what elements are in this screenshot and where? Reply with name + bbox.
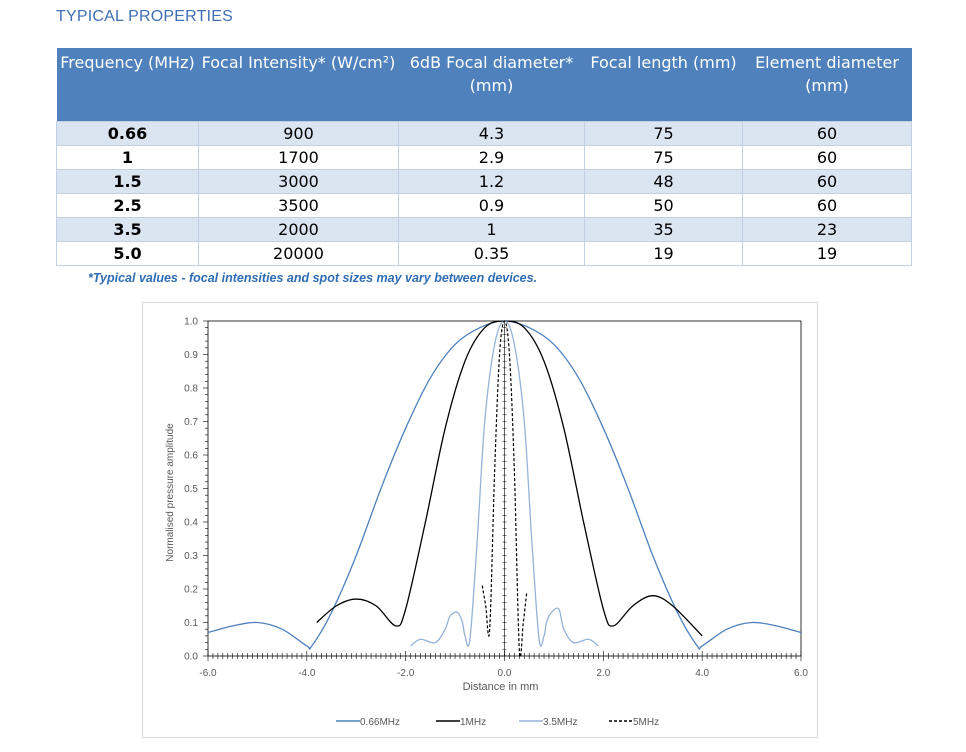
y-tick-label: 0.2 [184,585,198,596]
cell-intensity: 2000 [198,217,399,242]
table-row: 5.0 20000 0.35 19 19 [56,241,912,266]
typical-values-note: *Typical values - focal intensities and … [88,271,538,285]
table-row: 3.5 2000 1 35 23 [56,217,912,242]
y-tick-label: 0.4 [184,518,198,529]
table-header-row: Frequency (MHz) Focal Intensity* (W/cm²)… [56,48,912,122]
cell-element-diameter: 60 [742,169,912,194]
cell-diameter: 1 [398,217,585,242]
x-tick-label: -4.0 [298,668,316,679]
cell-diameter: 1.2 [398,169,585,194]
header-focal-diameter: 6dB Focal diameter* (mm) [398,48,585,122]
cell-intensity: 1700 [198,145,399,170]
properties-table: Frequency (MHz) Focal Intensity* (W/cm²)… [56,48,912,266]
cell-frequency: 1 [56,145,199,170]
x-tick-label: 4.0 [695,668,709,679]
y-tick-label: 1.0 [184,317,198,328]
cell-intensity: 900 [198,121,399,146]
cell-element-diameter: 60 [742,121,912,146]
table-row: 0.66 900 4.3 75 60 [56,121,912,146]
cell-diameter: 0.35 [398,241,585,266]
pressure-profile-chart: -6.0 -4.0 -2.0 0.0 2.0 4.0 6.0 0.0 0.1 0.2 0.3 0.4 0… [165,317,808,729]
legend-label: 5MHz [633,717,659,728]
cell-focal-length: 19 [584,241,743,266]
cell-element-diameter: 19 [742,241,912,266]
y-tick-label: 0.9 [184,350,198,361]
y-tick-label: 0.8 [184,384,198,395]
cell-focal-length: 75 [584,121,743,146]
cell-intensity: 3000 [198,169,399,194]
cell-diameter: 0.9 [398,193,585,218]
series-line-5mhz [481,320,528,658]
header-element-diameter: Element diameter (mm) [742,48,912,122]
header-frequency: Frequency (MHz) [56,48,199,122]
cell-frequency: 2.5 [56,193,199,218]
header-focal-intensity: Focal Intensity* (W/cm²) [198,48,399,122]
section-heading: TYPICAL PROPERTIES [56,8,233,25]
y-tick-label: 0.7 [184,417,198,428]
cell-focal-length: 35 [584,217,743,242]
x-tick-label: -2.0 [397,668,415,679]
cell-frequency: 1.5 [56,169,199,194]
cell-element-diameter: 60 [742,193,912,218]
y-tick-label: 0.5 [184,484,198,495]
y-tick-label: 0.3 [184,551,198,562]
legend-label: 0.66MHz [360,717,400,728]
cell-intensity: 3500 [198,193,399,218]
cell-diameter: 2.9 [398,145,585,170]
cell-focal-length: 50 [584,193,743,218]
y-axis-label: Normalised pressure amplitude [165,423,176,562]
header-focal-length: Focal length (mm) [584,48,743,122]
chart-frame: -6.0 -4.0 -2.0 0.0 2.0 4.0 6.0 0.0 0.1 0.2 0.3 0.4 0… [142,302,818,738]
series-line-1mhz [316,320,703,637]
table-row: 1.5 3000 1.2 48 60 [56,169,912,194]
table-row: 2.5 3500 0.9 50 60 [56,193,912,218]
table-row: 1 1700 2.9 75 60 [56,145,912,170]
cell-intensity: 20000 [198,241,399,266]
x-axis-label: Distance in mm [463,681,539,693]
legend-label: 1MHz [460,717,486,728]
cell-element-diameter: 60 [742,145,912,170]
y-tick-label: 0.0 [184,652,198,663]
x-tick-label: 6.0 [794,668,808,679]
x-tick-label: -6.0 [199,668,217,679]
x-tick-label: 2.0 [596,668,610,679]
x-tick-label: 0.0 [498,668,512,679]
y-tick-label: 0.6 [184,451,198,462]
cell-frequency: 5.0 [56,241,199,266]
cell-frequency: 3.5 [56,217,199,242]
y-tick-label: 0.1 [184,618,198,629]
cell-element-diameter: 23 [742,217,912,242]
cell-focal-length: 75 [584,145,743,170]
cell-diameter: 4.3 [398,121,585,146]
cell-frequency: 0.66 [56,121,199,146]
cell-focal-length: 48 [584,169,743,194]
legend-label: 3.5MHz [543,717,577,728]
